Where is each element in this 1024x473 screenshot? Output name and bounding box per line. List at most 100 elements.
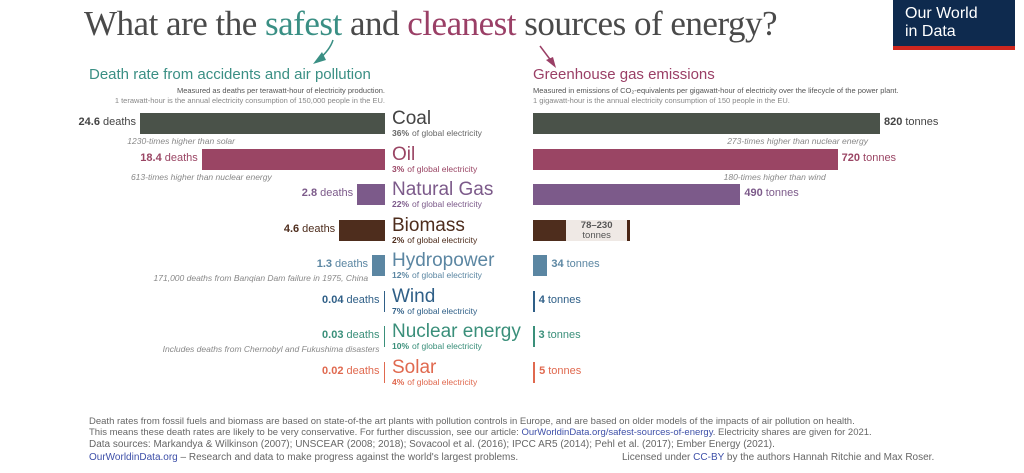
emission-unit: tonnes [547, 293, 581, 306]
footer-text: This means these death rates are likely … [89, 427, 522, 438]
energy-name: Oil [392, 143, 416, 165]
share-value: 12% [392, 270, 410, 280]
emission-value: 490 [744, 187, 763, 199]
title-text: sources of energy? [516, 4, 777, 43]
death-label: 2.8 deaths [302, 187, 353, 199]
death-bar [140, 113, 385, 134]
footer-text: Licensed under [622, 452, 694, 463]
share-value: 4% [392, 376, 405, 387]
footer-note-2: This means these death rates are likely … [89, 427, 872, 438]
emission-value: 720 [841, 151, 861, 164]
left-panel-note: 1 terawatt-hour is the annual electricit… [114, 96, 385, 105]
share-suffix: of global electricity [407, 163, 478, 174]
emission-bar [533, 148, 838, 170]
energy-name: Wind [392, 285, 436, 307]
share-value: 3% [392, 163, 405, 174]
footer-text: . Electricity shares are given for 2021. [712, 427, 872, 438]
footer-note: Death rates from fossil fuels and biomas… [89, 416, 855, 427]
death-unit: deaths [346, 329, 380, 341]
death-unit: deaths [335, 258, 369, 270]
right-panel-subtitle: Measured in emissions of CO₂-equivalents… [533, 86, 899, 95]
share-value: 7% [392, 305, 405, 316]
death-label: 0.04 deaths [322, 294, 379, 306]
share-label: 4% of global electricity [392, 377, 477, 387]
death-unit: deaths [302, 222, 336, 235]
emission-bar [533, 326, 535, 347]
death-value: 24.6 [78, 116, 100, 128]
death-note: 1230-times higher than solar [127, 136, 235, 146]
emission-unit: tonnes [765, 187, 799, 199]
arrowhead-icon [313, 52, 326, 64]
emission-bar [533, 113, 880, 134]
share-suffix: of global electricity [412, 341, 482, 351]
death-value: 0.04 [322, 293, 344, 306]
footer-tagline: OurWorldinData.org – Research and data t… [89, 452, 518, 463]
data-sources: Data sources: Markandya & Wilkinson (200… [89, 439, 775, 450]
right-panel-title: Greenhouse gas emissions [533, 66, 715, 83]
title-arrows [313, 39, 556, 68]
emission-label: 5 tonnes [539, 365, 581, 377]
range-unit: tonnes [582, 229, 611, 241]
death-unit: deaths [346, 293, 380, 306]
energy-name: Nuclear energy [392, 321, 521, 342]
energy-name: Biomass [392, 214, 465, 236]
emission-bar [533, 290, 535, 312]
share-suffix: of global electricity [412, 270, 482, 280]
license: Licensed under CC-BY by the authors Hann… [622, 452, 934, 463]
owid-logo[interactable]: Our World in Data [893, 0, 1015, 50]
share-suffix: of global electricity [407, 305, 478, 316]
share-suffix: of global electricity [407, 234, 478, 245]
death-note: Includes deaths from Chernobyl and Fukus… [162, 344, 380, 354]
death-label: 4.6 deaths [284, 223, 335, 235]
emission-value: 5 [539, 364, 546, 377]
death-value: 0.02 [322, 364, 344, 377]
death-value: 0.03 [322, 329, 344, 341]
license-link[interactable]: CC-BY [693, 452, 725, 463]
owid-link[interactable]: OurWorldinData.org [89, 452, 178, 463]
title-cleanest: cleanest [407, 4, 516, 43]
share-label: 3% of global electricity [392, 164, 477, 174]
emission-note: 180-times higher than wind [723, 171, 826, 182]
death-bar [383, 290, 385, 312]
death-bar [383, 326, 385, 347]
emission-label: 4 tonnes [539, 294, 581, 306]
share-value: 36% [392, 128, 410, 138]
page-title: What are the safest and cleanest sources… [84, 4, 778, 44]
left-panel-title: Death rate from accidents and air pollut… [89, 66, 371, 83]
death-unit: deaths [346, 364, 380, 377]
arrowhead-icon [546, 57, 556, 68]
death-value: 1.3 [316, 258, 333, 270]
death-label: 0.02 deaths [322, 365, 379, 377]
emission-bar [533, 255, 548, 276]
article-link[interactable]: OurWorldinData.org/safest-sources-of-ene… [521, 427, 713, 438]
share-label: 2% of global electricity [392, 235, 477, 245]
emission-value: 820 [884, 116, 903, 128]
share-suffix: of global electricity [412, 199, 482, 209]
death-bar [372, 255, 385, 276]
death-label: 18.4 deaths [140, 152, 197, 164]
death-note: 171,000 deaths from Banqian Dam failure … [153, 273, 369, 283]
emission-bar [533, 361, 536, 383]
emission-unit: tonnes [863, 151, 897, 164]
emission-note: 273-times higher than nuclear energy [727, 136, 868, 146]
share-suffix: of global electricity [407, 376, 478, 387]
death-bar [383, 361, 385, 383]
death-bar [201, 148, 385, 170]
emission-label: 34 tonnes [551, 258, 599, 270]
share-value: 2% [392, 234, 405, 245]
title-safest: safest [265, 4, 342, 43]
emission-bar [533, 219, 566, 241]
death-value: 18.4 [140, 151, 162, 164]
emission-range: 78–230 tonnes [566, 219, 631, 241]
emission-value: 34 [551, 258, 564, 270]
share-suffix: of global electricity [412, 128, 482, 138]
death-bar [357, 184, 385, 205]
right-panel-note: 1 gigawatt-hour is the annual electricit… [533, 96, 790, 105]
death-label: 24.6 deaths [79, 116, 136, 128]
energy-name: Natural Gas [392, 179, 494, 200]
death-bar [339, 219, 385, 241]
emission-unit: tonnes [547, 329, 581, 341]
share-label: 10% of global electricity [392, 341, 482, 351]
footer-text: – Research and data to make progress aga… [177, 452, 519, 463]
share-label: 36% of global electricity [392, 128, 482, 138]
